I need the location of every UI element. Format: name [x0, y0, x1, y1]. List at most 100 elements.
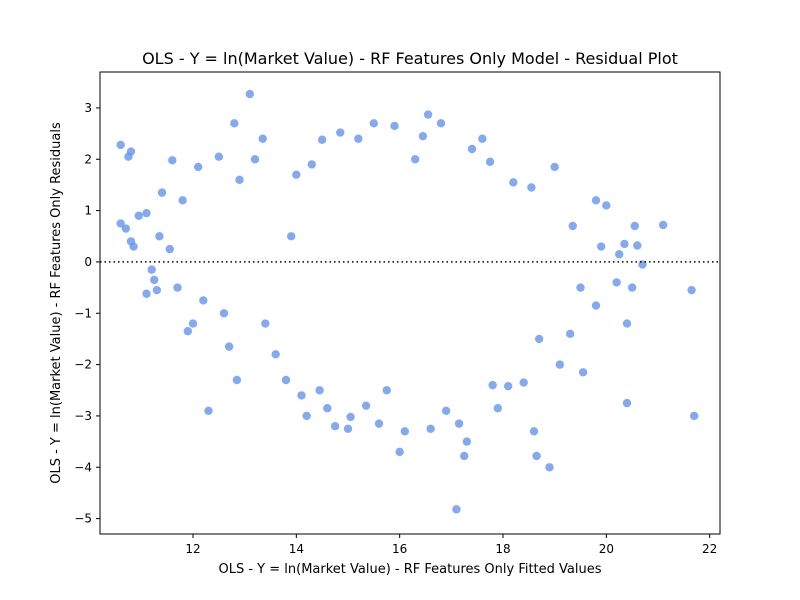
data-point	[250, 155, 260, 164]
chart-title: OLS - Y = ln(Market Value) - RF Features…	[142, 49, 678, 68]
x-axis-ticks: 12 14 16 18 20 22	[185, 534, 717, 556]
data-point	[147, 265, 156, 274]
data-point	[302, 411, 311, 421]
data-point	[550, 162, 559, 172]
data-point	[390, 121, 399, 131]
scatter-points	[116, 89, 699, 514]
data-point	[307, 160, 317, 169]
data-point	[330, 422, 340, 431]
data-point	[271, 350, 280, 359]
data-point	[116, 140, 125, 150]
data-point	[460, 451, 469, 461]
data-point	[292, 170, 301, 179]
y-tick-label: −3	[74, 409, 92, 423]
data-point	[258, 134, 267, 143]
y-tick-label: 2	[84, 152, 92, 166]
data-point	[441, 406, 451, 415]
data-point	[361, 401, 371, 410]
data-point	[527, 183, 536, 192]
data-point	[568, 221, 577, 231]
plot-area-frame	[99, 71, 721, 535]
data-point	[121, 224, 131, 233]
data-point	[462, 437, 472, 446]
data-point	[323, 404, 332, 413]
x-tick-label: 14	[289, 542, 304, 556]
data-point	[219, 309, 229, 318]
y-tick-label: 3	[84, 101, 92, 115]
data-point	[224, 342, 234, 351]
data-point	[493, 404, 503, 413]
data-point	[261, 319, 270, 328]
y-axis-ticks: 3 2 1 0 −1 −2 −3 −4 −5	[74, 101, 100, 526]
data-point	[565, 329, 575, 338]
data-point	[426, 424, 435, 433]
data-point	[630, 221, 639, 231]
data-point	[157, 188, 167, 197]
data-point	[602, 201, 611, 210]
data-point	[382, 386, 391, 395]
data-point	[183, 327, 193, 336]
data-point	[193, 162, 203, 172]
data-point	[232, 375, 242, 385]
data-point	[578, 368, 588, 377]
x-tick-label: 12	[185, 542, 200, 556]
data-point	[129, 242, 138, 251]
data-point	[142, 208, 151, 218]
data-point	[343, 424, 353, 433]
y-tick-label: −1	[74, 306, 92, 320]
data-point	[116, 219, 125, 228]
data-point	[519, 378, 528, 387]
data-point	[503, 381, 513, 391]
y-tick-label: −5	[74, 512, 92, 526]
data-point	[235, 175, 244, 184]
data-point	[152, 285, 162, 295]
data-point	[400, 427, 410, 436]
x-tick-label: 18	[495, 542, 510, 556]
data-point	[173, 283, 182, 292]
data-point	[452, 505, 461, 514]
data-point	[658, 220, 668, 230]
data-point	[689, 411, 699, 421]
data-point	[354, 134, 363, 143]
data-point	[622, 398, 632, 408]
data-point	[395, 447, 404, 457]
y-tick-label: 0	[84, 255, 92, 269]
data-point	[545, 463, 554, 472]
x-tick-label: 22	[702, 542, 717, 556]
y-tick-label: −2	[74, 358, 92, 372]
data-point	[374, 419, 384, 428]
y-axis-label: OLS - Y = ln(Market Value) - RF Features…	[49, 122, 64, 484]
x-tick-label: 20	[599, 542, 614, 556]
data-point	[126, 147, 136, 156]
data-point	[214, 152, 224, 161]
data-point	[230, 119, 239, 128]
data-point	[436, 119, 446, 128]
data-point	[529, 427, 539, 436]
data-point	[488, 380, 497, 390]
x-axis-label: OLS - Y = ln(Market Value) - RF Features…	[218, 562, 601, 577]
data-point	[199, 296, 208, 305]
data-point	[478, 134, 487, 143]
data-point	[155, 232, 164, 241]
data-point	[622, 319, 632, 328]
data-point	[418, 131, 428, 141]
x-tick-label: 16	[392, 542, 407, 556]
data-point	[591, 301, 601, 310]
data-point	[204, 406, 213, 415]
data-point	[620, 239, 629, 249]
data-point	[627, 283, 637, 292]
data-point	[467, 144, 477, 154]
data-point	[134, 211, 143, 220]
data-point	[315, 386, 324, 395]
data-point	[281, 375, 291, 385]
y-tick-label: −4	[74, 460, 92, 474]
data-point	[317, 135, 327, 144]
data-point	[612, 278, 621, 287]
data-point	[178, 196, 187, 205]
data-point	[633, 241, 642, 250]
data-point	[410, 155, 420, 164]
data-point	[534, 334, 544, 344]
data-point	[168, 156, 177, 165]
y-tick-label: 1	[84, 204, 92, 218]
